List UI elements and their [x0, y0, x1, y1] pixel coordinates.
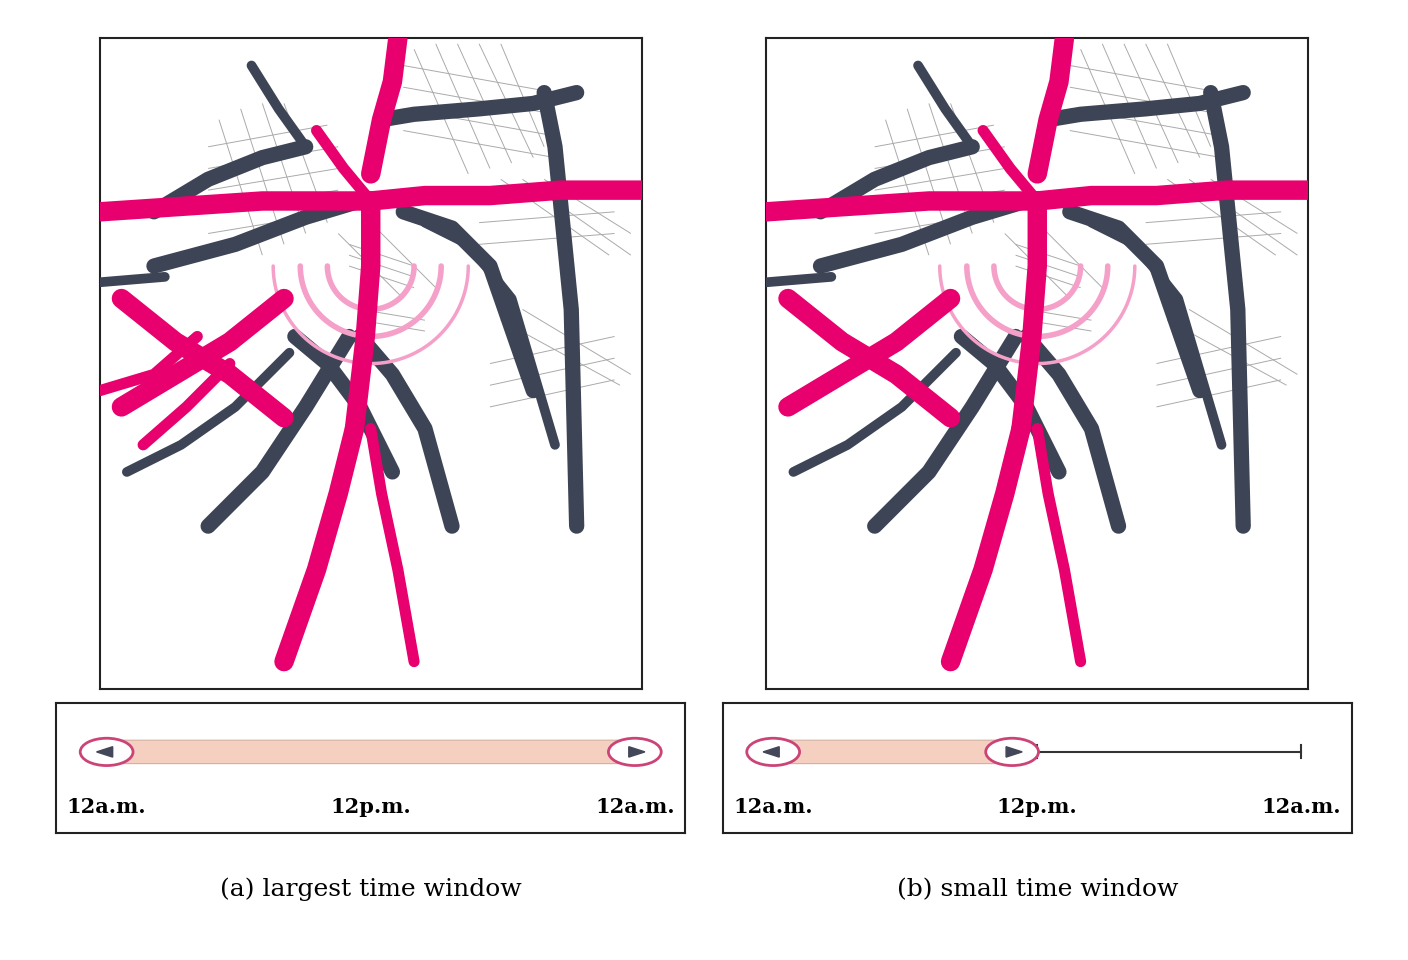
Text: 12p.m.: 12p.m. — [997, 797, 1077, 817]
Polygon shape — [763, 747, 779, 757]
Polygon shape — [97, 747, 113, 757]
Text: (b) small time window: (b) small time window — [897, 877, 1178, 900]
FancyBboxPatch shape — [103, 740, 639, 763]
Text: 12a.m.: 12a.m. — [1262, 797, 1342, 817]
Text: 12a.m.: 12a.m. — [734, 797, 812, 817]
Circle shape — [986, 738, 1039, 765]
FancyBboxPatch shape — [769, 740, 1017, 763]
Circle shape — [80, 738, 132, 765]
Polygon shape — [1007, 747, 1022, 757]
Circle shape — [608, 738, 662, 765]
Polygon shape — [629, 747, 645, 757]
Text: 12a.m.: 12a.m. — [596, 797, 674, 817]
Text: 12a.m.: 12a.m. — [66, 797, 146, 817]
Text: (a) largest time window: (a) largest time window — [220, 877, 521, 901]
Text: 12p.m.: 12p.m. — [331, 797, 411, 817]
Circle shape — [746, 738, 800, 765]
